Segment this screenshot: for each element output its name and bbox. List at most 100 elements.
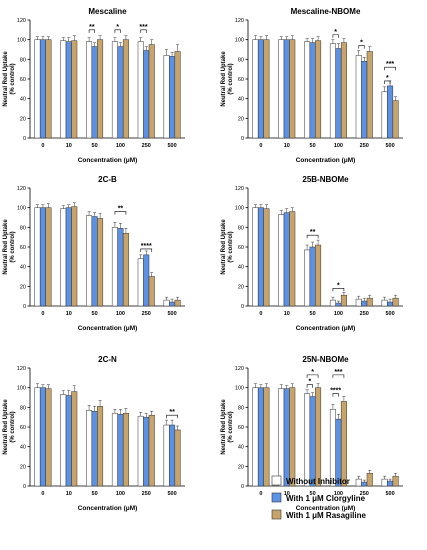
- bar: [289, 211, 296, 307]
- bar: [289, 387, 296, 487]
- y-tick-label: 100: [235, 206, 244, 212]
- bar: [309, 42, 316, 139]
- legend-swatch: [271, 475, 282, 486]
- x-tick-label: 100: [116, 311, 125, 317]
- bar: [289, 39, 296, 139]
- bar: [257, 207, 264, 307]
- y-tick-label: 120: [235, 18, 244, 24]
- legend: Without Inhibitor With 1 μM Clorgyline Wit…: [271, 475, 366, 520]
- y-tick-label: 80: [238, 57, 244, 63]
- y-tick-label: 60: [238, 245, 244, 251]
- y-tick-label: 40: [238, 97, 244, 103]
- y-axis-label: Neutral Red Uptake(% control): [221, 399, 234, 455]
- x-tick-label: 10: [66, 491, 72, 497]
- significance-label: **: [310, 229, 316, 236]
- y-tick-label: 0: [241, 484, 244, 490]
- y-tick-label: 60: [20, 245, 26, 251]
- y-axis-label: Neutral Red Uptake(% control): [3, 51, 16, 107]
- bar: [97, 406, 104, 487]
- bar: [329, 409, 336, 487]
- bar: [143, 254, 150, 307]
- legend-swatch: [271, 509, 282, 520]
- y-axis-label-line: Neutral Red Uptake: [3, 399, 9, 455]
- bar: [45, 207, 52, 307]
- bar: [86, 215, 93, 307]
- x-tick-label: 10: [284, 491, 290, 497]
- bar: [60, 208, 67, 307]
- significance-bracket: [306, 374, 319, 378]
- bar: [45, 388, 52, 487]
- x-axis-label: Concentration (μM): [296, 505, 356, 512]
- y-axis-label-line: (% control): [10, 231, 16, 262]
- bar: [163, 299, 170, 307]
- significance-label: *: [334, 29, 337, 36]
- x-tick-label: 250: [142, 311, 151, 317]
- x-tick-label: 50: [310, 311, 316, 317]
- bar: [65, 41, 72, 139]
- bar: [163, 55, 170, 139]
- bar: [137, 258, 144, 307]
- significance-bracket: [114, 211, 127, 215]
- bar: [252, 39, 259, 139]
- y-tick-label: 100: [17, 38, 26, 44]
- y-axis-label-line: (% control): [228, 231, 234, 262]
- x-tick-label: 100: [116, 143, 125, 149]
- bar: [340, 294, 347, 307]
- bar: [34, 39, 41, 139]
- significance-label: *: [311, 369, 314, 376]
- y-tick-label: 40: [20, 265, 26, 271]
- bar: [392, 475, 399, 487]
- bar: [355, 55, 362, 139]
- x-tick-label: 0: [259, 311, 262, 317]
- bar: [366, 472, 373, 487]
- panel-title: Mescaline: [88, 7, 127, 16]
- x-tick-label: 10: [284, 143, 290, 149]
- x-tick-label: 500: [167, 311, 176, 317]
- y-tick-label: 100: [17, 206, 26, 212]
- significance-label: ***: [334, 369, 342, 376]
- bar: [117, 46, 124, 139]
- bar: [366, 297, 373, 307]
- significance-bracket: [384, 80, 391, 84]
- x-tick-label: 50: [310, 491, 316, 497]
- bar: [45, 39, 52, 139]
- bar: [86, 41, 93, 139]
- significance-label: ****: [330, 388, 341, 395]
- bar: [340, 401, 347, 487]
- bar: [148, 414, 155, 487]
- y-axis-label: Neutral Red Uptake(% control): [3, 219, 16, 275]
- bar: [309, 246, 316, 307]
- significance-bracket: [166, 414, 178, 419]
- y-tick-label: 120: [235, 366, 244, 372]
- bar: [257, 39, 264, 139]
- bar: [304, 393, 311, 487]
- bar: [148, 276, 155, 307]
- x-tick-label: 100: [334, 491, 343, 497]
- bar: [169, 301, 176, 307]
- bar: [257, 387, 264, 487]
- y-tick-label: 60: [20, 425, 26, 431]
- y-axis-label: Neutral Red Uptake(% control): [3, 399, 16, 455]
- y-tick-label: 100: [17, 386, 26, 392]
- bar: [65, 395, 72, 487]
- significance-bracket: [332, 374, 345, 378]
- y-tick-label: 120: [17, 186, 26, 192]
- x-tick-label: 500: [385, 311, 394, 317]
- x-tick-label: 50: [92, 311, 98, 317]
- x-tick-label: 50: [92, 143, 98, 149]
- panel-title: 2C-B: [98, 175, 117, 184]
- bar: [34, 387, 41, 487]
- significance-label: ***: [386, 61, 394, 68]
- y-tick-label: 20: [238, 464, 244, 470]
- x-tick-label: 0: [41, 311, 44, 317]
- significance-bracket: [306, 384, 313, 388]
- significance-bracket: [114, 29, 121, 33]
- bar: [174, 299, 181, 307]
- bar: [143, 50, 150, 139]
- x-axis-label: Concentration (μM): [78, 505, 138, 512]
- bar: [117, 413, 124, 487]
- x-tick-label: 250: [142, 491, 151, 497]
- bar: [111, 412, 118, 487]
